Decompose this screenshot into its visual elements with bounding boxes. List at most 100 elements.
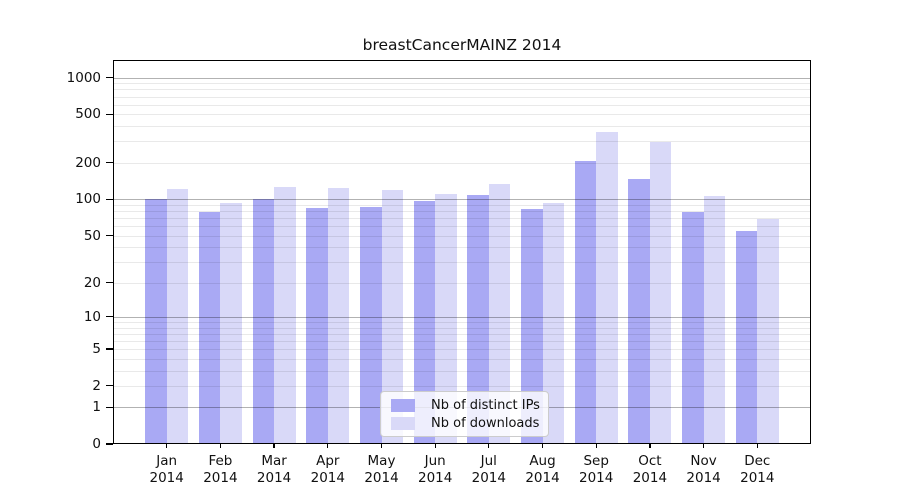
x-axis-tick-label-apr: Apr 2014 xyxy=(298,453,358,486)
gridline-minor-8 xyxy=(113,327,811,329)
y-tick-0 xyxy=(106,443,113,445)
bar-oct-distinct-ips xyxy=(628,179,650,444)
gridline-minor-30 xyxy=(113,261,811,263)
x-axis-tick-label-may: May 2014 xyxy=(352,453,412,486)
gridline-minor-500 xyxy=(113,114,811,116)
x-axis-tick-label-jul: Jul 2014 xyxy=(459,453,519,486)
x-label-year-mar: 2014 xyxy=(256,469,292,486)
bar-aug-downloads xyxy=(542,202,564,444)
x-axis-tick-label-jun: Jun 2014 xyxy=(405,453,465,486)
x-label-month-may: May xyxy=(367,453,396,469)
x-label-month-apr: Apr xyxy=(316,453,340,469)
y-axis-tick-label-200: 200 xyxy=(75,154,101,171)
y-axis-tick-label-0: 0 xyxy=(92,436,101,452)
x-axis-tick-label-jan: Jan 2014 xyxy=(137,453,197,486)
y-tick-100 xyxy=(106,198,113,200)
gridline-major-1000 xyxy=(113,77,811,79)
gridline-minor-40 xyxy=(113,247,811,248)
x-label-year-oct: 2014 xyxy=(632,469,668,486)
gridline-minor-600 xyxy=(113,104,811,106)
x-label-year-jul: 2014 xyxy=(471,469,506,486)
bar-may-distinct-ips xyxy=(360,206,382,444)
bar-nov-downloads xyxy=(703,196,726,444)
y-tick-500 xyxy=(106,113,113,115)
y-axis-tick-label-500: 500 xyxy=(75,106,101,123)
gridline-minor-20 xyxy=(113,282,811,284)
x-axis-tick-label-mar: Mar 2014 xyxy=(244,453,304,486)
gridline-minor-5 xyxy=(113,349,811,350)
bar-jul-distinct-ips xyxy=(467,195,489,444)
gridline-minor-200 xyxy=(113,162,811,164)
bar-jun-downloads xyxy=(435,193,457,444)
legend-label-downloads: Nb of downloads xyxy=(431,415,540,431)
y-axis-tick-label-1000: 1000 xyxy=(66,69,101,86)
x-label-year-jan: 2014 xyxy=(149,469,184,486)
x-tick-jan xyxy=(166,444,168,448)
x-label-year-dec: 2014 xyxy=(740,469,775,486)
y-tick-10 xyxy=(106,316,113,318)
gridline-minor-4 xyxy=(113,358,811,360)
y-tick-20 xyxy=(106,281,113,284)
x-tick-feb xyxy=(219,444,222,448)
y-tick-200 xyxy=(106,162,113,164)
x-label-year-apr: 2014 xyxy=(310,469,345,486)
x-axis-tick-label-dec: Dec 2014 xyxy=(727,453,787,486)
y-tick-50 xyxy=(106,234,113,237)
y-axis-tick-label-5: 5 xyxy=(92,341,101,357)
x-axis-tick-label-feb: Feb 2014 xyxy=(190,453,250,486)
gridline-major-100 xyxy=(113,199,811,201)
x-label-month-feb: Feb xyxy=(208,453,233,469)
bar-apr-distinct-ips xyxy=(306,207,328,444)
bar-jan-distinct-ips xyxy=(145,199,167,444)
x-label-year-may: 2014 xyxy=(364,469,399,486)
plot-area xyxy=(113,60,811,444)
x-tick-apr xyxy=(327,444,329,448)
x-tick-nov xyxy=(702,444,705,448)
x-axis-tick-label-oct: Oct 2014 xyxy=(620,453,680,486)
gridline-minor-6 xyxy=(113,340,811,342)
gridline-minor-9 xyxy=(113,321,811,323)
x-label-month-dec: Dec xyxy=(744,453,771,469)
gridline-minor-7 xyxy=(113,333,811,335)
legend-item-distinct-ips: Nb of distinct IPs xyxy=(391,396,540,414)
gridline-minor-900 xyxy=(113,83,811,85)
bar-sep-distinct-ips xyxy=(574,161,597,444)
x-label-month-sep: Sep xyxy=(583,453,609,469)
x-tick-sep xyxy=(595,444,597,448)
bar-jan-downloads xyxy=(166,188,189,444)
y-tick-2 xyxy=(106,385,113,387)
x-label-year-nov: 2014 xyxy=(686,469,721,486)
gridline-minor-800 xyxy=(113,89,811,91)
bar-dec-distinct-ips xyxy=(735,231,758,444)
x-tick-oct xyxy=(649,444,651,448)
bar-aug-distinct-ips xyxy=(521,209,543,444)
x-label-month-aug: Aug xyxy=(529,453,556,469)
x-axis-tick-label-nov: Nov 2014 xyxy=(674,453,734,486)
y-tick-1 xyxy=(106,406,113,408)
bar-jun-distinct-ips xyxy=(413,201,436,444)
gridline-minor-300 xyxy=(113,141,811,143)
bar-dec-downloads xyxy=(757,218,779,444)
chart-title: breastCancerMAINZ 2014 xyxy=(362,36,562,54)
bar-jul-downloads xyxy=(488,183,511,444)
bar-mar-distinct-ips xyxy=(252,199,275,444)
bar-sep-downloads xyxy=(596,132,618,444)
x-label-month-jul: Jul xyxy=(480,453,497,469)
gridline-minor-50 xyxy=(113,235,811,237)
gridline-minor-70 xyxy=(113,217,811,219)
bars-layer xyxy=(113,60,811,444)
y-axis-tick-label-2: 2 xyxy=(92,377,101,394)
x-axis-tick-label-sep: Sep 2014 xyxy=(566,453,626,486)
y-axis-tick-label-1: 1 xyxy=(92,399,101,416)
x-label-month-jun: Jun xyxy=(424,453,446,469)
legend-item-downloads: Nb of downloads xyxy=(391,414,540,432)
legend-swatch-downloads xyxy=(391,416,415,430)
y-axis-tick-label-50: 50 xyxy=(83,227,101,244)
x-label-month-oct: Oct xyxy=(638,453,662,469)
x-label-month-mar: Mar xyxy=(261,453,287,469)
gridline-minor-700 xyxy=(113,96,811,98)
gridlines-layer xyxy=(113,60,811,444)
bar-mar-downloads xyxy=(274,187,296,444)
bar-nov-distinct-ips xyxy=(682,211,704,444)
